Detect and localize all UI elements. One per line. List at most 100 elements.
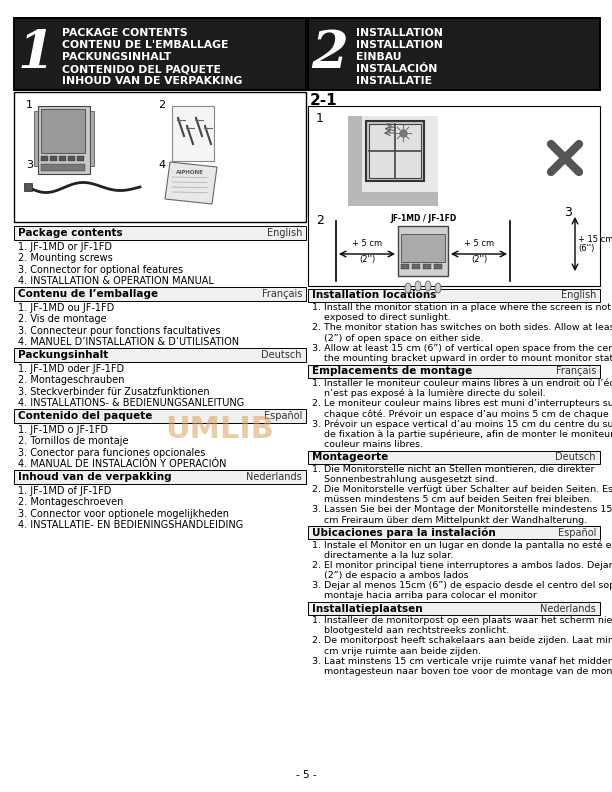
Bar — [38, 106, 90, 174]
Text: the mounting bracket upward in order to mount monitor station.: the mounting bracket upward in order to … — [312, 354, 612, 363]
Text: CONTENU DE L'EMBALLAGE: CONTENU DE L'EMBALLAGE — [62, 40, 228, 50]
Text: Sonnenbestrahlung ausgesetzt sind.: Sonnenbestrahlung ausgesetzt sind. — [312, 475, 498, 484]
Text: INSTALACIÓN: INSTALACIÓN — [356, 64, 438, 74]
Text: Ubicaciones para la instalación: Ubicaciones para la instalación — [312, 527, 496, 538]
Text: (2”) de espacio a ambos lados: (2”) de espacio a ambos lados — [312, 571, 469, 580]
Bar — [398, 226, 448, 276]
Bar — [50, 156, 57, 161]
Text: English: English — [561, 291, 596, 300]
Text: Contenu de l’emballage: Contenu de l’emballage — [18, 289, 158, 299]
Text: 1. JF-1MD o JF-1FD: 1. JF-1MD o JF-1FD — [18, 425, 108, 435]
Bar — [308, 364, 600, 378]
Text: INSTALLATION: INSTALLATION — [356, 28, 443, 38]
Text: Contenido del paquete: Contenido del paquete — [18, 411, 152, 421]
Text: 3. Dejar al menos 15cm (6”) de espacio desde el centro del soporte de: 3. Dejar al menos 15cm (6”) de espacio d… — [312, 581, 612, 590]
Text: INSTALLATIE: INSTALLATIE — [356, 76, 432, 86]
Text: (2''): (2'') — [359, 255, 375, 264]
Bar — [14, 18, 306, 90]
Text: JF-1MD / JF-1FD: JF-1MD / JF-1FD — [390, 214, 456, 223]
Bar — [369, 124, 421, 178]
Text: + 5 cm: + 5 cm — [464, 239, 494, 248]
Text: (6''): (6'') — [578, 243, 594, 253]
Text: 3. Steckverbinder für Zusatzfunktionen: 3. Steckverbinder für Zusatzfunktionen — [18, 386, 210, 397]
Text: Installation locations: Installation locations — [312, 291, 436, 300]
Text: 1: 1 — [26, 100, 33, 110]
Text: CONTENIDO DEL PAQUETE: CONTENIDO DEL PAQUETE — [62, 64, 221, 74]
Bar — [308, 18, 600, 90]
Text: 1. Installeer de monitorpost op een plaats waar het scherm niet is: 1. Installeer de monitorpost op een plaa… — [312, 616, 612, 625]
Text: cm vrije ruimte aan beide zijden.: cm vrije ruimte aan beide zijden. — [312, 646, 481, 656]
Bar — [172, 106, 214, 161]
Text: Français: Français — [556, 366, 596, 376]
Ellipse shape — [435, 283, 441, 293]
Text: 3: 3 — [26, 160, 33, 170]
Text: 2. Le moniteur couleur mains libres est muni d’interrupteurs sur: 2. Le moniteur couleur mains libres est … — [312, 399, 612, 408]
Bar — [59, 156, 66, 161]
Text: 2. Tornillos de montaje: 2. Tornillos de montaje — [18, 436, 129, 446]
Text: montaje hacia arriba para colocar el monitor: montaje hacia arriba para colocar el mon… — [312, 592, 537, 600]
Text: 2: 2 — [312, 29, 348, 79]
Bar — [14, 470, 306, 484]
Text: n’est pas exposé à la lumière directe du soleil.: n’est pas exposé à la lumière directe du… — [312, 389, 546, 398]
Text: INSTALLATION: INSTALLATION — [356, 40, 443, 50]
Bar — [14, 287, 306, 301]
Text: 3. Connector voor optionele mogelijkheden: 3. Connector voor optionele mogelijkhede… — [18, 508, 229, 519]
Text: 1. Die Monitorstelle nicht an Stellen montieren, die direkter: 1. Die Monitorstelle nicht an Stellen mo… — [312, 465, 594, 474]
Bar — [308, 18, 600, 90]
Text: 4. MANUAL DE INSTALACIÓN Y OPERACIÓN: 4. MANUAL DE INSTALACIÓN Y OPERACIÓN — [18, 459, 226, 469]
Text: 1. JF-1MD of JF-1FD: 1. JF-1MD of JF-1FD — [18, 485, 111, 496]
Text: müssen mindestens 5 cm auf beiden Seiten frei bleiben.: müssen mindestens 5 cm auf beiden Seiten… — [312, 495, 592, 505]
Text: Español: Español — [558, 527, 596, 538]
Text: Package contents: Package contents — [18, 228, 122, 238]
Text: INHOUD VAN DE VERPAKKING: INHOUD VAN DE VERPAKKING — [62, 76, 242, 86]
Text: UMLIB: UMLIB — [166, 416, 274, 444]
Bar — [34, 111, 38, 166]
Text: Inhoud van de verpakking: Inhoud van de verpakking — [18, 472, 171, 482]
Ellipse shape — [405, 283, 411, 293]
Bar — [412, 264, 420, 269]
Text: PACKUNGSINHALT: PACKUNGSINHALT — [62, 52, 171, 62]
Text: directamente a la luz solar.: directamente a la luz solar. — [312, 550, 453, 559]
Bar — [308, 106, 600, 286]
Text: de fixation à la partie supérieure, afin de monter le moniteur: de fixation à la partie supérieure, afin… — [312, 430, 612, 440]
Text: 1: 1 — [316, 112, 324, 125]
Text: exposed to direct sunlight.: exposed to direct sunlight. — [312, 313, 451, 322]
Text: 1. JF-1MD or JF-1FD: 1. JF-1MD or JF-1FD — [18, 242, 112, 252]
Text: 4. INSTALLATIONS- & BEDIENUNGSANLEITUNG: 4. INSTALLATIONS- & BEDIENUNGSANLEITUNG — [18, 398, 244, 408]
Bar — [14, 409, 306, 423]
Text: 1. Instale el Monitor en un lugar en donde la pantalla no esté expuesta: 1. Instale el Monitor en un lugar en don… — [312, 540, 612, 550]
Bar — [401, 264, 409, 269]
Text: 2. El monitor principal tiene interruptores a ambos lados. Dejar 5 cm: 2. El monitor principal tiene interrupto… — [312, 561, 612, 569]
Text: Installatieplaatsen: Installatieplaatsen — [312, 604, 423, 614]
Bar — [14, 18, 306, 90]
Text: + 15 cm: + 15 cm — [578, 234, 612, 243]
Bar — [434, 264, 442, 269]
Bar — [308, 602, 600, 615]
Text: chaque côté. Prévoir un espace d’au moins 5 cm de chaque côté.: chaque côté. Prévoir un espace d’au moin… — [312, 409, 612, 419]
Text: Español: Español — [264, 411, 302, 421]
Text: Packungsinhalt: Packungsinhalt — [18, 350, 108, 360]
Text: - 5 -: - 5 - — [296, 770, 316, 780]
Text: 3. Allow at least 15 cm (6”) of vertical open space from the center of: 3. Allow at least 15 cm (6”) of vertical… — [312, 344, 612, 352]
Text: 2. The monitor station has switches on both sides. Allow at least 5 cm: 2. The monitor station has switches on b… — [312, 323, 612, 333]
Text: PACKAGE CONTENTS: PACKAGE CONTENTS — [62, 28, 188, 38]
Text: 1. JF-1MD oder JF-1FD: 1. JF-1MD oder JF-1FD — [18, 364, 124, 374]
Text: Nederlands: Nederlands — [540, 604, 596, 614]
Bar — [90, 111, 94, 166]
Ellipse shape — [415, 281, 421, 291]
Text: 2. Montageschrauben: 2. Montageschrauben — [18, 375, 124, 385]
Bar — [77, 156, 84, 161]
Bar — [14, 348, 306, 362]
Bar — [41, 109, 85, 153]
Text: EINBAU: EINBAU — [356, 52, 401, 62]
Bar — [423, 264, 431, 269]
Text: Emplacements de montage: Emplacements de montage — [312, 366, 472, 376]
Text: couleur mains libres.: couleur mains libres. — [312, 440, 423, 449]
Text: 2-1: 2-1 — [310, 93, 338, 108]
Bar — [14, 92, 306, 222]
Bar — [41, 164, 85, 171]
Bar — [14, 226, 306, 240]
Text: 3. Connector for optional features: 3. Connector for optional features — [18, 265, 183, 275]
Text: montagesteun naar boven toe voor de montage van de monitorpost.: montagesteun naar boven toe voor de mont… — [312, 667, 612, 676]
Text: Montageorte: Montageorte — [312, 452, 388, 462]
